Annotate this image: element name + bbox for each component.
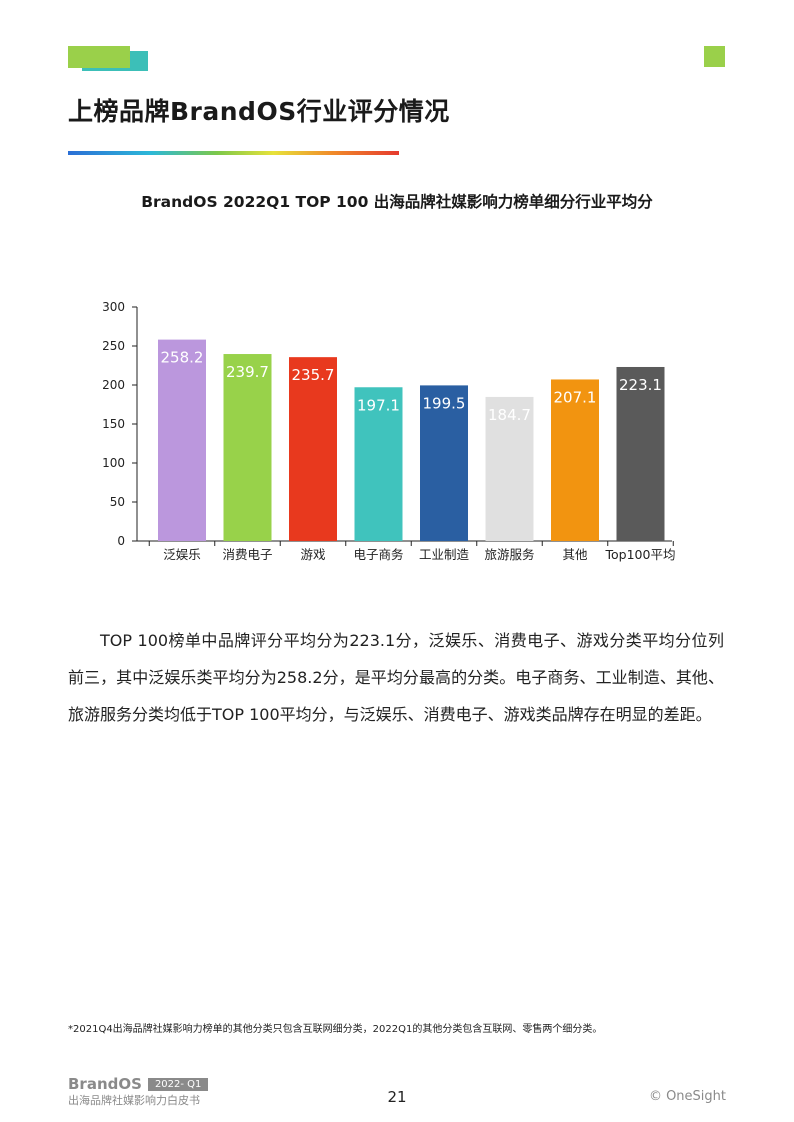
title-gradient-rule [68,151,399,155]
y-tick-label: 0 [117,534,125,548]
bar-chart: 0 50 100 150 200 250 300 258.2 泛娱乐 239.7 消费电子 235.7… [102,300,676,562]
footnote: *2021Q4出海品牌社媒影响力榜单的其他分类只包含互联网细分类，2022Q1的… [68,1024,603,1035]
footer-period-badge: 2022- Q1 [147,1078,209,1091]
bar [354,387,403,541]
y-tick-label: 200 [102,378,125,392]
header-decoration-green [68,46,130,68]
category-label: 消费电子 [222,547,272,562]
bar [223,354,272,541]
category-label: 游戏 [300,547,325,562]
bar-value-label: 207.1 [554,388,597,406]
bar [289,357,337,541]
chart-title: BrandOS 2022Q1 TOP 100 出海品牌社媒影响力榜单细分行业平均… [141,193,653,211]
footer-brand: BrandOS 2022- Q1 [68,1075,209,1093]
footer-brand-name: BrandOS [68,1075,142,1093]
bar [420,385,468,541]
bar-value-label: 239.7 [226,363,269,381]
bar-value-label: 199.5 [423,394,466,412]
bar-value-label: 235.7 [292,366,335,384]
bar-value-label: 223.1 [619,376,662,394]
corner-decoration [704,46,725,67]
body-paragraph: TOP 100榜单中品牌评分平均分为223.1分，泛娱乐、消费电子、游戏分类平均… [68,631,724,724]
page-number: 21 [387,1088,407,1106]
copyright: © OneSight [648,1089,726,1104]
footer-subtitle: 出海品牌社媒影响力白皮书 [68,1094,200,1107]
category-label: Top100平均 [605,547,676,562]
y-tick-label: 300 [102,300,125,314]
category-label: 泛娱乐 [163,547,201,562]
category-label: 电子商务 [353,547,403,562]
bar [616,366,665,541]
bar [485,396,534,541]
y-tick-label: 250 [102,339,125,353]
category-label: 旅游服务 [484,547,534,562]
y-tick-label: 150 [102,417,125,431]
bar [158,339,206,541]
category-label: 工业制造 [419,547,470,562]
bar-value-label: 184.7 [488,406,531,424]
page-title: 上榜品牌BrandOS行业评分情况 [68,97,450,126]
bar-value-label: 258.2 [161,349,204,367]
y-tick-label: 50 [110,495,125,509]
y-tick-label: 100 [102,456,125,470]
bar-value-label: 197.1 [357,396,400,414]
bar [551,379,599,541]
category-label: 其他 [562,547,588,562]
